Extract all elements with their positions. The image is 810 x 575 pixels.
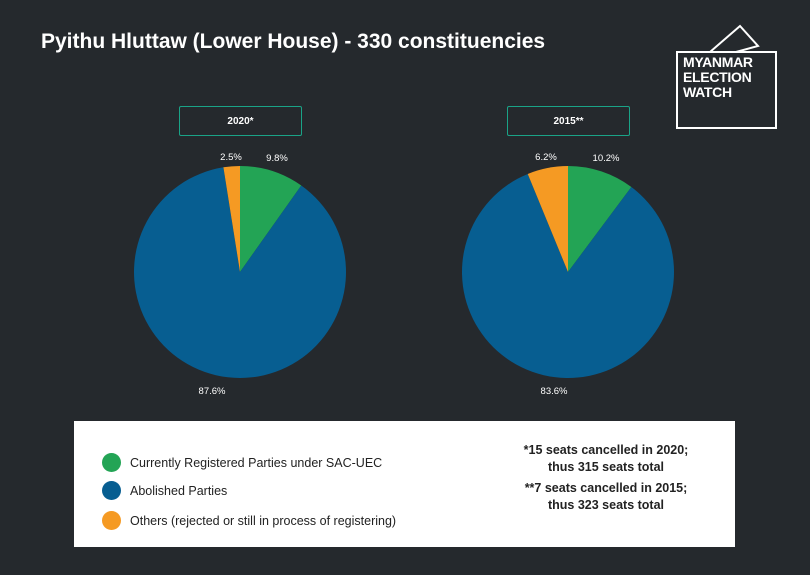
logo-text: MYANMAR ELECTION WATCH [683,54,753,100]
footnote-2020-line1: *15 seats cancelled in 2020; [523,443,689,457]
pie-2015-label-registered: 10.2% [593,153,620,164]
legend-label-registered: Currently Registered Parties under SAC-U… [130,455,383,470]
pie-charts: 9.8% 87.6% 2.5% 10.2% 83.6% 6.2% [133,152,674,397]
pie-2015-label-abolished: 83.6% [541,386,568,397]
legend-item-registered: Currently Registered Parties under SAC-U… [102,453,382,472]
pie-2020-slice-others [223,166,240,272]
pie-2020-slice-abolished [133,167,346,378]
pie-2015-slice-others [527,166,568,272]
pie-2015-slice-abolished [461,173,674,378]
legend-item-others: Others (rejected or still in process of … [102,511,396,530]
ballot-icon [707,24,760,53]
footnote-2015-line2: thus 323 seats total [547,498,664,512]
pie-2020-label-others: 2.5% [220,152,242,163]
chart-title-2020: 2020* [179,106,302,136]
pie-2020-slice-registered [240,166,302,272]
pie-2020-label-registered: 9.8% [266,153,288,164]
footnotes: *15 seats cancelled in 2020; thus 315 se… [491,442,721,514]
legend-swatch-registered [102,453,121,472]
legend-swatch-others [102,511,121,530]
legend-label-abolished: Abolished Parties [130,483,228,498]
legend-panel: Currently Registered Parties under SAC-U… [74,421,735,547]
footnote-2020-line2: thus 315 seats total [547,460,664,474]
legend-label-others: Others (rejected or still in process of … [130,513,397,528]
pie-2015-slice-registered [568,166,632,272]
chart-title: Pyithu Hluttaw (Lower House) - 330 const… [41,30,546,53]
myanmar-election-watch-logo: MYANMAR ELECTION WATCH [676,24,780,129]
chart-title-2015: 2015** [507,106,630,136]
pie-2015-label-others: 6.2% [535,152,557,163]
legend-swatch-abolished [102,481,121,500]
legend-item-abolished: Abolished Parties [102,481,227,500]
pie-2020-label-abolished: 87.6% [199,386,226,397]
footnote-2015-line1: **7 seats cancelled in 2015; [524,481,688,495]
